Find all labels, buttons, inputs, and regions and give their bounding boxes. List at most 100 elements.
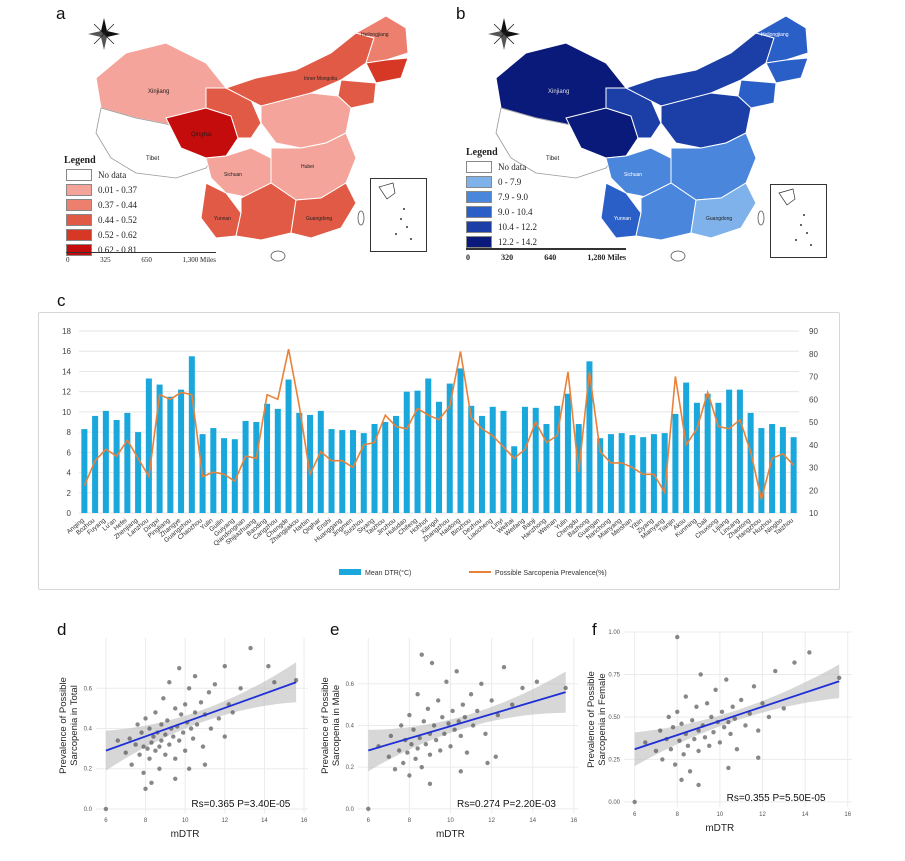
data-point [398,723,404,728]
y-right-tick: 20 [809,486,818,495]
y-tick: 0.2 [84,767,93,773]
data-point [180,730,186,735]
bar [425,378,432,513]
data-point [493,754,498,759]
data-point [730,704,735,709]
x-tick: 6 [633,812,637,818]
legend-item: 0.52 - 0.62 [66,229,137,241]
data-point [696,728,701,733]
map-a-label-hubei: Hubei [301,164,314,170]
data-point [127,736,132,741]
legend-item: No data [466,161,526,173]
y-right-tick: 80 [809,350,818,359]
data-point [151,734,156,739]
data-point [679,777,684,783]
legend-swatch [66,184,92,196]
data-point [756,728,761,733]
data-point [405,750,410,755]
data-point [115,738,120,743]
bar [446,383,453,513]
x-tick: 14 [529,818,536,824]
data-point [177,665,182,671]
legend-swatch [466,161,492,173]
y-right-tick: 30 [809,464,818,473]
bar [403,391,410,513]
bar [274,408,281,513]
data-point [208,726,214,731]
data-point [198,700,204,705]
data-point [732,716,738,721]
scale-b-3: 1,280 Miles [587,253,626,262]
legend-item: 10.4 - 12.2 [466,221,537,233]
data-point [751,684,757,689]
bar [618,433,625,513]
panel-c-letter: c [57,291,66,310]
x-tick: 14 [802,812,809,818]
bar [500,410,507,513]
bar [543,424,550,513]
y-right-tick: 10 [809,509,818,518]
scale-b-1: 320 [501,253,514,262]
data-point [194,722,200,727]
data-point [190,736,196,741]
region-jilin [765,57,809,84]
bar [81,429,88,513]
data-point [293,678,299,683]
data-point [392,767,398,772]
data-point [837,675,842,681]
data-point [143,716,148,721]
data-point [161,696,166,701]
data-point [212,682,218,687]
data-point [450,708,455,714]
x-tick: 10 [717,812,724,818]
x-tick: 16 [571,818,578,824]
data-point [407,773,412,778]
scatter-e-svg: 6 8 10 12 14 16 0.0 0.2 0.4 0.6 Rs=0.274 P=2.20E-0… [320,638,578,840]
x-tick: 8 [676,812,680,818]
data-point [563,685,568,691]
data-point [238,686,243,691]
bar [317,410,324,513]
legend-label: 0.62 - 0.81 [98,245,137,255]
y-left-tick: 14 [62,367,71,376]
y-tick: 1.00 [608,630,620,636]
bar [597,438,604,513]
data-point [216,716,222,721]
data-point [103,806,109,812]
data-point [171,734,176,739]
x-tick: 10 [447,818,454,824]
map-b-svg: Xinjiang Tibet Heilongjiang Sichuan Yunn… [488,15,809,262]
data-point [143,786,148,792]
data-point [468,692,474,697]
region-south-west [635,182,697,241]
data-point [454,669,459,674]
region-south-east [290,182,357,239]
data-point [429,660,435,666]
data-point [386,754,392,759]
panel-b-letter: b [456,4,466,23]
data-point [696,748,701,754]
data-point [489,698,494,703]
region-jilin [365,57,409,84]
map-b: Xinjiang Tibet Heilongjiang Sichuan Yunn… [456,8,836,283]
data-point [182,702,188,707]
bar [382,422,389,513]
data-point [178,712,184,717]
data-point [388,733,394,739]
data-point [415,692,420,697]
region-hainan [670,250,686,262]
x-tick: 14 [261,818,268,824]
map-a-label-sichuan: Sichuan [224,172,242,178]
bar [178,389,185,513]
scale-a-2: 650 [141,256,152,264]
data-point [485,760,490,766]
region-south-east [690,182,757,239]
data-point [675,709,680,715]
data-point [687,769,693,774]
bar [747,412,754,513]
y-axis-label-line: Sarcopenia in Female [597,673,608,765]
data-point [475,708,480,714]
data-point [738,697,744,703]
bar [167,396,174,513]
scale-b-0: 0 [466,253,470,262]
